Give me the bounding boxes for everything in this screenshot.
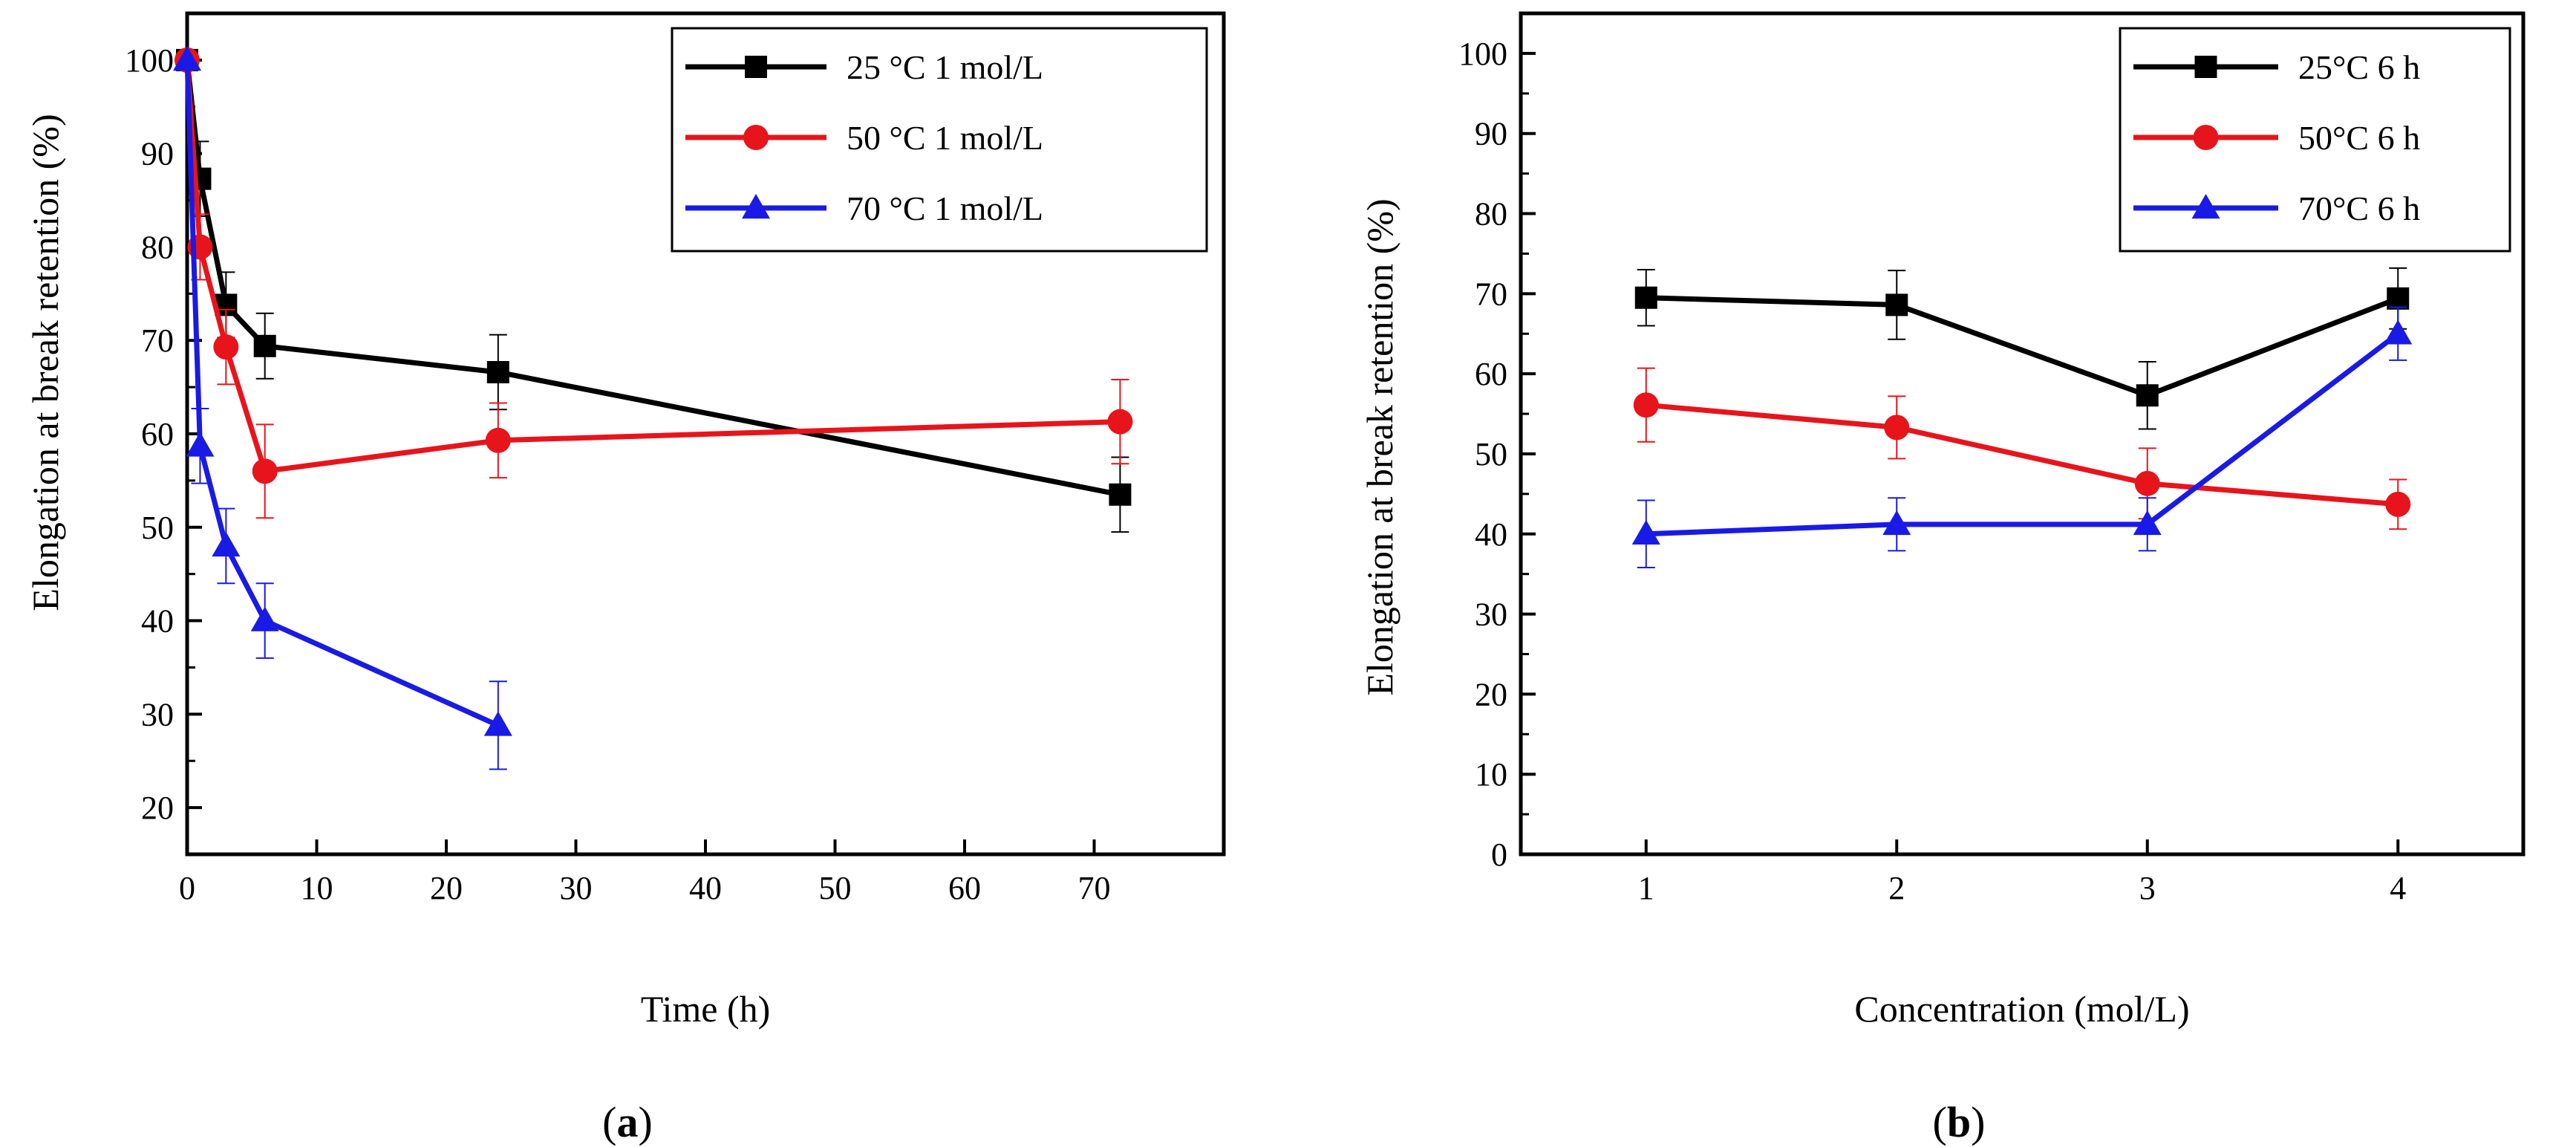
panel-a-data-point: [173, 45, 201, 71]
panel-b-x-axis-label: Concentration (mol/L): [1854, 988, 2189, 1030]
panel-a-data-point: [253, 334, 276, 357]
panel-a-y-tick-label: 50: [141, 510, 174, 546]
panel-a-x-axis-label: Time (h): [641, 988, 771, 1030]
panel-a-data-point: [483, 711, 512, 736]
panel-a-legend-label: 70 °C 1 mol/L: [847, 189, 1043, 227]
panel-b-y-axis-label: Elongation at break retention (%): [1359, 198, 1401, 695]
panel-a-x-tick-label: 50: [819, 870, 852, 906]
panel-b-label: (b): [1933, 1098, 1986, 1146]
panel-a-x-tick-label: 0: [179, 870, 195, 906]
panel-b-y-tick-label: 100: [1458, 36, 1507, 72]
panel-a-data-point: [1109, 483, 1132, 506]
panel-b-y-tick-label: 10: [1475, 756, 1507, 793]
panel-b-legend-swatch-marker: [2194, 56, 2217, 78]
panel-b-frame: [1519, 11, 2526, 857]
panel-a-data-point: [485, 427, 511, 453]
panel-a-data-point: [252, 458, 278, 484]
panel-b-data-point: [1633, 392, 1659, 418]
panel-a-legend-swatch-marker: [745, 56, 767, 78]
panel-b-x-tick-label: 2: [1888, 870, 1905, 906]
panel-a-series-line: [184, 59, 1121, 498]
panel-a-series-3: [173, 45, 512, 770]
panel-b-label-letter: b: [1947, 1098, 1971, 1146]
panel-b-data-point: [2384, 319, 2413, 345]
panel-a-data-point: [186, 432, 215, 457]
panel-a-y-tick-label: 20: [141, 790, 174, 826]
panel-b-series-1: [1634, 267, 2410, 430]
panel-a-legend-label: 25 °C 1 mol/L: [847, 48, 1043, 86]
panel-a-legend-swatch-marker: [742, 194, 770, 219]
panel-a-y-tick-label: 60: [141, 416, 174, 452]
panel-b-data-point: [2387, 287, 2410, 310]
panel-a-x-tick-label: 30: [560, 870, 593, 906]
panel-a-y-tick-label: 70: [141, 322, 174, 359]
panel-a-series-2: [175, 47, 1133, 519]
panel-a-x-tick-label: 40: [689, 870, 722, 906]
panel-a-legend-swatch-marker: [743, 125, 769, 150]
panel-a-y-tick-label: 100: [125, 42, 174, 79]
panel-b-x-tick-label: 4: [2390, 870, 2406, 906]
panel-a-label-letter: a: [617, 1098, 639, 1146]
panel-a-chart: 0 10 20 30 40 50 60 70 20 30 40 50 60 70 80 90 100 25 °C …: [25, 11, 1226, 1146]
panel-a-data-point: [250, 606, 279, 631]
panel-a-label: (a): [602, 1098, 653, 1146]
panel-b-y-tick-label: 0: [1491, 836, 1507, 873]
panel-b-legend-swatch-marker: [2191, 194, 2220, 219]
panel-b-series-line: [1646, 331, 2400, 537]
panel-a-x-tick-label: 20: [430, 870, 463, 906]
panel-a-legend: 25 °C 1 mol/L 50 °C 1 mol/L 70 °C 1 mol/L: [671, 27, 1208, 253]
panel-a-y-tick-label: 40: [141, 603, 174, 640]
panel-a-data-point: [486, 360, 509, 383]
panel-b-y-tick-label: 40: [1475, 516, 1507, 553]
panel-b-y-tick-label: 90: [1475, 116, 1507, 152]
panel-a-y-tick-label: 90: [141, 136, 174, 172]
panel-b-series-3: [1631, 306, 2413, 569]
panel-a-plot-area: 0 10 20 30 40 50 60 70 20 30 40 50 60 70 80 90 100 25 °C …: [125, 11, 1226, 906]
panel-a-data-point: [213, 334, 239, 360]
panel-a-label-open: (: [602, 1098, 616, 1146]
panel-b-series-2: [1633, 367, 2411, 530]
panel-b-data-point: [1884, 415, 1910, 441]
panel-b-data-point: [2133, 510, 2162, 536]
panel-b-y-tick-label: 20: [1475, 676, 1507, 712]
panel-b-legend-swatch-marker: [2193, 125, 2219, 150]
panel-a-y-axis-label: Elongation at break retention (%): [25, 114, 66, 611]
panel-b-data-point: [1631, 519, 1660, 545]
panel-b-y-tick-label: 30: [1475, 597, 1507, 633]
panel-b-y-tick-label: 60: [1475, 356, 1507, 392]
panel-a-y-tick-label: 80: [141, 229, 174, 265]
panel-a-legend-label: 50 °C 1 mol/L: [847, 119, 1043, 157]
panel-a-label-close: ): [639, 1098, 653, 1146]
panel-b-series-line: [1646, 295, 2399, 398]
panel-a-x-tick-label: 70: [1078, 870, 1111, 906]
panel-b-x-tick-label: 1: [1638, 870, 1654, 906]
panel-b-data-point: [2134, 470, 2160, 496]
panel-b-legend: 25°C 6 h 50°C 6 h 70°C 6 h: [2119, 27, 2511, 253]
panel-a-data-point: [1107, 409, 1133, 435]
panel-a-data-point: [212, 531, 241, 557]
panel-a-series-line: [184, 59, 1121, 474]
panel-b-legend-label: 70°C 6 h: [2298, 189, 2420, 227]
panel-b-data-point: [2136, 384, 2159, 407]
panel-b-y-tick-label: 70: [1475, 276, 1507, 312]
panel-b-data-point: [1634, 286, 1657, 309]
panel-b-series-line: [1646, 402, 2399, 507]
panel-b-label-open: (: [1933, 1098, 1947, 1146]
panel-b-y-tick-label: 50: [1475, 436, 1507, 472]
panel-b-x-tick-label: 3: [2139, 870, 2156, 906]
panel-b-data-point: [2385, 491, 2411, 517]
panel-a-x-tick-label: 10: [301, 870, 333, 906]
panel-b-data-point: [1882, 510, 1911, 536]
panel-a-x-tick-label: 60: [948, 870, 981, 906]
panel-b-legend-label: 25°C 6 h: [2298, 48, 2420, 86]
panel-b-data-point: [1885, 293, 1908, 316]
panel-b-y-tick-label: 80: [1475, 196, 1507, 233]
panel-b-legend-label: 50°C 6 h: [2298, 119, 2420, 157]
panel-b-label-close: ): [1971, 1098, 1985, 1146]
panel-a-y-tick-label: 30: [141, 696, 174, 732]
panel-a-series-line: [184, 59, 500, 728]
